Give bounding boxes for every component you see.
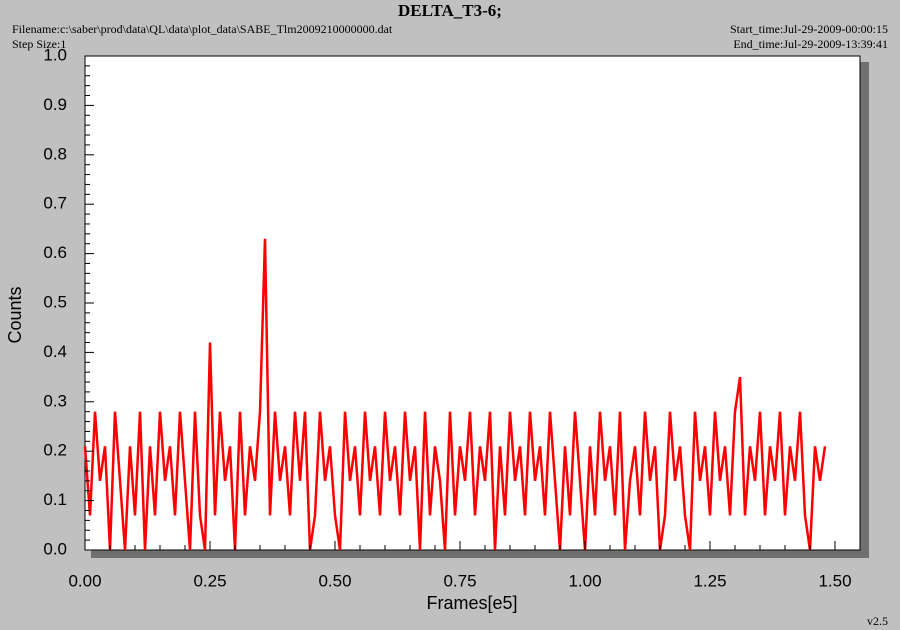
y-tick-label: 0.3	[43, 391, 67, 410]
y-tick-label: 0.7	[43, 194, 67, 213]
x-tick-label: 0.25	[193, 571, 226, 590]
x-tick-label: 1.25	[693, 571, 726, 590]
filename: Filename:c:\saber\prod\data\QL\data\plot…	[12, 22, 393, 36]
x-tick-label: 0.00	[68, 571, 101, 590]
step-size: Step Size:1	[12, 37, 66, 51]
x-tick-label: 1.00	[568, 571, 601, 590]
y-tick-label: 0.8	[43, 144, 67, 163]
chart-title: DELTA_T3-6;	[398, 1, 502, 20]
y-axis-label: Counts	[5, 286, 25, 343]
x-tick-label: 0.75	[443, 571, 476, 590]
x-tick-label: 1.50	[818, 571, 851, 590]
data-line	[83, 238, 827, 551]
y-tick-label: 0.2	[43, 441, 67, 460]
end-time: End_time:Jul-29-2009-13:39:41	[733, 37, 888, 51]
version: v2.5	[867, 614, 888, 628]
y-tick-label: 1.0	[43, 45, 67, 64]
y-tick-label: 0.5	[43, 292, 67, 311]
start-time: Start_time:Jul-29-2009-00:00:15	[730, 22, 888, 36]
y-tick-label: 0.6	[43, 243, 67, 262]
y-tick-label: 0.9	[43, 95, 67, 114]
y-tick-label: 0.1	[43, 490, 67, 509]
y-tick-label: 0.4	[43, 342, 67, 361]
x-axis-label: Frames[e5]	[426, 593, 517, 613]
x-tick-label: 0.50	[318, 571, 351, 590]
y-tick-label: 0.0	[43, 539, 67, 558]
